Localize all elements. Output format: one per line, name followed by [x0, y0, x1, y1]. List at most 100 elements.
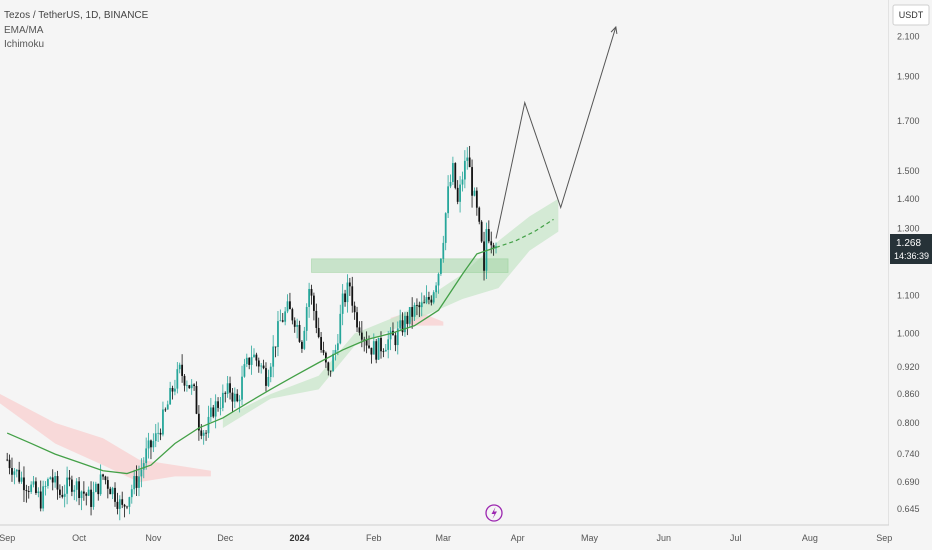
- candle-body: [169, 387, 172, 405]
- price-tick-label: 1.500: [897, 166, 920, 176]
- candle-body: [181, 364, 184, 376]
- candle-body: [303, 330, 306, 349]
- candle-body: [145, 448, 148, 464]
- candle-body: [159, 432, 162, 435]
- price-tick-label: 1.000: [897, 329, 920, 339]
- candle-body: [377, 337, 380, 360]
- candle-body: [480, 221, 483, 242]
- candle-body: [61, 494, 64, 497]
- candle-body: [178, 364, 181, 370]
- candle-body: [449, 181, 452, 187]
- time-tick-label: May: [581, 533, 599, 543]
- price-scale-bg[interactable]: [889, 0, 932, 550]
- candle-body: [126, 506, 128, 508]
- candle-body: [188, 385, 191, 389]
- candle-body: [162, 409, 164, 435]
- candle-body: [193, 384, 195, 387]
- candle-body: [336, 343, 339, 350]
- candle-body: [85, 493, 88, 496]
- candle-body: [150, 440, 152, 448]
- indicator-ichimoku[interactable]: Ichimoku: [4, 39, 45, 50]
- candle-body: [205, 432, 207, 434]
- candle-body: [63, 493, 66, 497]
- candle-body: [128, 497, 131, 507]
- candle-body: [418, 305, 421, 308]
- candle-body: [406, 315, 409, 324]
- candle-body: [56, 476, 59, 490]
- bar-countdown: 14:36:39: [894, 251, 929, 261]
- candle-body: [305, 306, 308, 331]
- price-tick-label: 2.100: [897, 31, 920, 41]
- time-tick-label: Mar: [436, 533, 452, 543]
- candle-body: [289, 301, 291, 310]
- candle-body: [487, 229, 490, 242]
- candle-body: [375, 341, 378, 360]
- candle-body: [389, 330, 392, 340]
- candle-body: [466, 157, 469, 161]
- candle-body: [356, 312, 358, 328]
- candle-body: [236, 393, 239, 402]
- candle-body: [430, 299, 433, 303]
- time-tick-label: Jun: [656, 533, 671, 543]
- candle-body: [368, 345, 370, 348]
- candle-body: [324, 352, 327, 363]
- candle-body: [70, 479, 73, 492]
- candle-body: [116, 501, 119, 509]
- candles: [6, 145, 497, 521]
- candle-body: [123, 504, 126, 507]
- ema-line: [6, 218, 554, 475]
- candle-body: [444, 213, 447, 243]
- time-tick-label: Oct: [72, 533, 87, 543]
- candle-body: [212, 407, 215, 417]
- symbol-title[interactable]: Tezos / TetherUS, 1D, BINANCE: [4, 10, 149, 21]
- candle-body: [471, 167, 473, 196]
- candle-body: [456, 187, 459, 202]
- candle-body: [492, 245, 495, 249]
- candle-body: [37, 491, 40, 493]
- candle-body: [442, 242, 445, 259]
- candle-body: [32, 481, 35, 485]
- price-tick-label: 0.800: [897, 418, 920, 428]
- candle-body: [35, 481, 37, 493]
- candle-body: [353, 305, 356, 313]
- candle-body: [97, 483, 100, 495]
- cloud-bullish: [222, 198, 559, 428]
- candle-body: [99, 474, 102, 495]
- candle-body: [248, 357, 251, 365]
- candle-body: [253, 354, 255, 358]
- current-price-label: [890, 234, 932, 264]
- candle-body: [272, 346, 275, 367]
- candle-body: [301, 341, 303, 349]
- candle-body: [463, 160, 466, 180]
- candle-body: [320, 337, 322, 350]
- candle-body: [478, 207, 481, 222]
- candle-body: [68, 477, 71, 480]
- candle-body: [277, 321, 279, 348]
- candle-body: [176, 369, 179, 389]
- candle-body: [6, 459, 9, 461]
- candle-body: [281, 320, 284, 322]
- candle-body: [327, 362, 330, 371]
- indicator-ema[interactable]: EMA/MA: [4, 25, 44, 36]
- candle-body: [317, 327, 320, 338]
- candle-body: [332, 353, 334, 372]
- candle-body: [233, 393, 236, 402]
- candle-body: [23, 477, 25, 491]
- candle-body: [404, 315, 406, 333]
- candle-body: [279, 320, 282, 322]
- candle-body: [382, 351, 385, 353]
- candle-body: [217, 401, 219, 408]
- time-tick-label: Dec: [217, 533, 234, 543]
- candle-body: [47, 479, 49, 486]
- price-tick-label: 1.100: [897, 290, 920, 300]
- candle-body: [94, 483, 97, 492]
- currency-label: USDT: [899, 10, 924, 20]
- candle-body: [284, 311, 287, 322]
- currency-box[interactable]: [892, 4, 930, 26]
- candle-body: [401, 320, 404, 333]
- candle-body: [59, 489, 61, 495]
- candle-body: [54, 476, 57, 483]
- ichimoku-cloud: [0, 198, 559, 483]
- candle-body: [186, 385, 188, 387]
